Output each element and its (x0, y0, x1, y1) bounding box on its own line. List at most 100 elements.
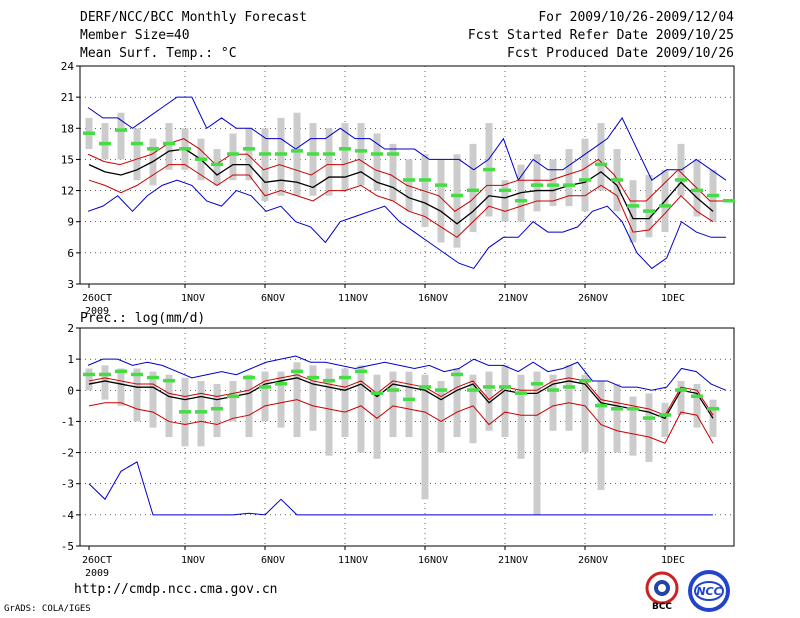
temp-spread-bar (341, 123, 349, 191)
temp-obs-marker (531, 183, 543, 187)
temp-obs-marker (499, 188, 511, 193)
prec-obs-marker (323, 378, 335, 383)
temp-obs-marker (355, 149, 367, 153)
temp-obs-marker (259, 152, 271, 156)
prec-obs-marker (547, 388, 559, 392)
prec-obs-marker (707, 406, 719, 411)
temp-xtick-label: 6NOV (261, 293, 285, 304)
temp-min-line (87, 179, 726, 270)
prec-xtick-label: 26NOV (578, 555, 608, 566)
variable-label: Mean Surf. Temp.: °C (80, 46, 237, 61)
temp-spread-bar (501, 180, 509, 222)
temp-xtick-label: 1DEC (661, 293, 685, 304)
temp-spread-bar (277, 117, 285, 196)
temp-ytick-label: 15 (61, 153, 74, 166)
prec-obs-marker (259, 385, 271, 389)
temp-obs-marker (611, 178, 623, 182)
prec-xtick-label: 16NOV (418, 555, 448, 566)
temp-obs-marker (227, 152, 239, 156)
prec-spread-bar (421, 374, 429, 500)
temp-spread-bar (133, 128, 141, 181)
prec-obs-marker (579, 378, 591, 383)
member-size-label: Member Size=40 (80, 28, 190, 43)
prec-obs-marker (563, 385, 575, 389)
prec-ytick-label: -5 (61, 540, 74, 553)
prec-spread-bar (661, 402, 669, 437)
temp-xtick-label: 21NOV (498, 293, 528, 304)
prec-xtick-label: 6NOV (261, 555, 285, 566)
temp-obs-marker (243, 147, 255, 151)
prec-obs-marker (467, 388, 479, 392)
forecast-period-label: For 2009/10/26-2009/12/04 (538, 10, 734, 25)
prec-xtick-label: 26OCT (82, 555, 112, 566)
prec-obs-marker (195, 410, 207, 414)
prec-panel (76, 327, 735, 550)
temp-spread-bar (421, 154, 429, 227)
temp-spread-bar (437, 159, 445, 243)
prec-obs-marker (675, 388, 687, 392)
temp-spread-bar (165, 123, 173, 170)
prec-spread-bar (549, 374, 557, 431)
prec-spread-bar (613, 384, 621, 453)
temp-spread-bar (549, 159, 557, 207)
prec-spread-bar (677, 380, 685, 416)
prec-spread-bar (501, 365, 509, 437)
prec-obs-marker (355, 369, 367, 374)
temp-spread-bar (389, 143, 397, 201)
prec-obs-marker (227, 394, 239, 399)
bcc-logo-text: BCC (652, 602, 672, 612)
temp-spread-bar (645, 175, 653, 238)
prec-obs-marker (339, 375, 351, 380)
prec-ytick-label: -3 (61, 478, 74, 491)
temp-spread-bar (597, 123, 605, 191)
temp-obs-marker (323, 152, 335, 156)
temp-ytick-label: 21 (61, 91, 74, 104)
temp-xtick-label: 26OCT (82, 293, 112, 304)
temp-spread-bar (101, 123, 109, 160)
temp-obs-marker (595, 162, 607, 167)
temp-obs-marker (291, 149, 303, 153)
prec-xtick-label: 11NOV (338, 555, 368, 566)
prec-spread-bar (581, 374, 589, 453)
temp-xtick-label: 26NOV (578, 293, 608, 304)
temp-xtick-label: 11NOV (338, 293, 368, 304)
prec-spread-bar (133, 368, 141, 422)
prec-spread-bar (693, 384, 701, 428)
prec-spread-bar (485, 371, 493, 431)
prec-spread-bar (197, 380, 205, 447)
chart-title: DERF/NCC/BCC Monthly Forecast (80, 10, 307, 25)
temp-obs-marker (547, 183, 559, 187)
prec-spread-bar (117, 368, 125, 406)
temp-obs-marker (579, 178, 591, 182)
temp-spread-bar (293, 112, 301, 196)
temp-year-label: 2009 (85, 306, 109, 317)
prec-obs-marker (291, 369, 303, 374)
prec-obs-marker (115, 369, 127, 374)
temp-obs-marker (707, 193, 719, 198)
prec-min-line (88, 461, 713, 516)
temp-spread-bar (357, 123, 365, 186)
temp-spread-bar (261, 128, 269, 201)
prec-obs-marker (531, 382, 543, 386)
prec-max-line (87, 355, 727, 391)
prec-spread-bar (149, 371, 157, 428)
source-url[interactable]: http://cmdp.ncc.cma.gov.cn (74, 582, 278, 597)
prec-plot-frame (79, 327, 735, 547)
temp-obs-marker (99, 141, 111, 146)
prec-spread-bar (645, 393, 653, 462)
prec-spread-bar (533, 371, 541, 515)
temp-obs-marker (211, 162, 223, 167)
prec-obs-marker (307, 375, 319, 380)
prec-spread-bar (325, 368, 333, 456)
prec-obs-marker (515, 391, 527, 395)
temp-lower-line (88, 164, 714, 238)
prec-title: Prec.: log(mm/d) (80, 311, 205, 326)
temp-spread-bar (565, 149, 573, 207)
prec-obs-marker (387, 388, 399, 392)
prec-spread-bar (277, 371, 285, 428)
temp-xtick-label: 16NOV (418, 293, 448, 304)
temp-spread-bar (213, 149, 221, 186)
prec-mean-line (88, 377, 714, 420)
temp-ytick-label: 9 (67, 216, 74, 229)
